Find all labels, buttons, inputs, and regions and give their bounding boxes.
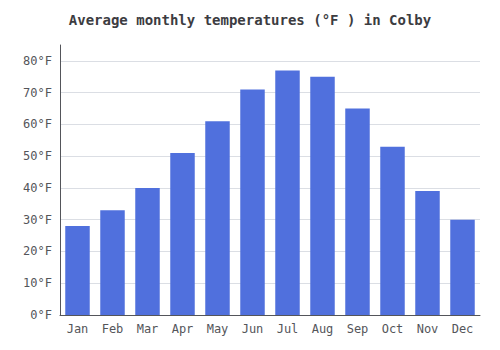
svg-text:20°F: 20°F [23, 244, 52, 258]
svg-text:40°F: 40°F [23, 181, 52, 195]
svg-text:80°F: 80°F [23, 54, 52, 68]
svg-text:30°F: 30°F [23, 213, 52, 227]
svg-text:Aug: Aug [312, 322, 334, 336]
svg-text:10°F: 10°F [23, 276, 52, 290]
svg-text:Oct: Oct [382, 322, 404, 336]
svg-text:Jan: Jan [67, 322, 89, 336]
svg-text:Average monthly temperatures (: Average monthly temperatures (°F ) in Co… [69, 12, 432, 28]
svg-text:May: May [207, 322, 229, 336]
svg-text:Mar: Mar [137, 322, 159, 336]
svg-text:Sep: Sep [347, 322, 369, 336]
svg-text:Feb: Feb [102, 322, 124, 336]
svg-text:70°F: 70°F [23, 86, 52, 100]
svg-text:Dec: Dec [452, 322, 474, 336]
svg-text:Nov: Nov [417, 322, 439, 336]
svg-text:Jul: Jul [277, 322, 299, 336]
svg-text:0°F: 0°F [30, 308, 52, 322]
svg-text:50°F: 50°F [23, 149, 52, 163]
svg-text:60°F: 60°F [23, 117, 52, 131]
svg-text:Jun: Jun [242, 322, 264, 336]
svg-text:Apr: Apr [172, 322, 194, 336]
